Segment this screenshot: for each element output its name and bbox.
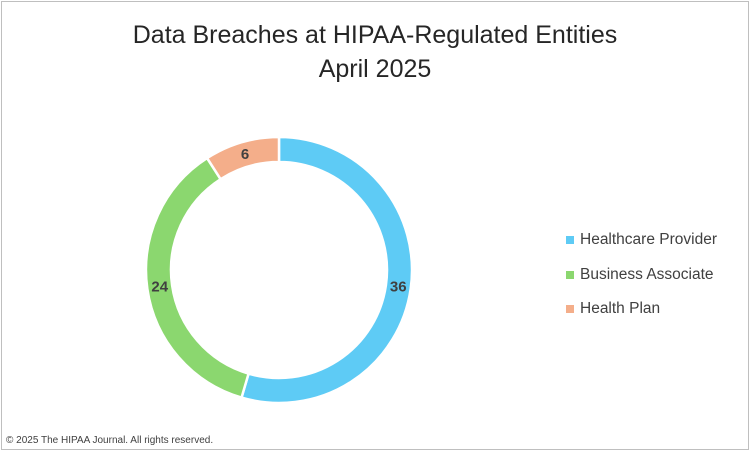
legend-item-business-associate: Business Associate [566,258,717,293]
legend-label: Healthcare Provider [580,231,717,249]
legend-swatch [566,270,574,279]
legend-item-healthcare-provider: Healthcare Provider [566,223,717,258]
data-label-healthcare-provider: 36 [390,279,407,296]
chart-title: Data Breaches at HIPAA-Regulated Entitie… [0,18,750,86]
copyright-footer: © 2025 The HIPAA Journal. All rights res… [6,435,214,446]
data-label-health-plan: 6 [241,146,249,163]
legend-label: Health Plan [580,300,661,318]
legend-label: Business Associate [580,265,714,283]
chart-legend: Healthcare Provider Business Associate H… [566,223,717,327]
legend-item-health-plan: Health Plan [566,292,717,327]
doughnut-slice-healthcare-provider [239,135,414,405]
legend-swatch [566,305,574,314]
chart-title-line: Data Breaches at HIPAA-Regulated Entitie… [132,21,618,49]
legend-swatch [566,236,574,245]
chart-subtitle: April 2025 [318,55,432,83]
data-label-business-associate: 24 [151,279,168,296]
doughnut-slice-health-plan [205,135,281,181]
